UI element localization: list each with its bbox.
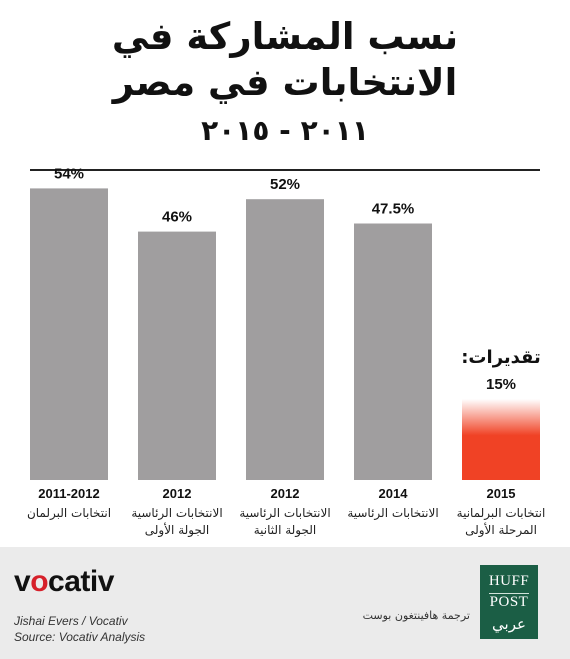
category-year: 2014 (378, 486, 408, 501)
bar-estimate (462, 399, 540, 480)
vocativ-logo-o: o (30, 565, 49, 598)
estimate-annotation: تقديرات: (461, 347, 541, 368)
translation-credit: ترجمة هافينتغون بوست (362, 609, 470, 622)
title-line-2: الانتخابات في مصر (112, 61, 458, 104)
bar (354, 223, 432, 480)
category-label: انتخابات البرلمانية المرحلة الأولى (456, 506, 546, 537)
bar-value-label: 15% (486, 376, 516, 393)
chart-title: نسب المشاركة في الانتخابات في مصر ٢٠١١ -… (0, 14, 570, 147)
category-label: الانتخابات الرئاسية الجولة الثانية (239, 506, 331, 537)
vocativ-logo: vocativ (14, 565, 114, 598)
category-label: الانتخابات الرئاسية الجولة الأولى (131, 506, 223, 537)
category-label: الانتخابات الرئاسية (347, 506, 439, 520)
category-label: انتخابات البرلمان (26, 506, 112, 520)
title-divider (30, 169, 540, 171)
credit-author: Jishai Evers / Vocativ (14, 614, 128, 628)
bar-value-label: 47.5% (372, 201, 415, 218)
category-year: 2015 (486, 486, 516, 501)
category-year: 2012 (162, 486, 192, 501)
bar-value-label: 52% (270, 176, 300, 193)
category-year: 2011-2012 (38, 486, 100, 501)
bar-value-label: 54% (54, 165, 84, 182)
bar (246, 199, 324, 480)
credit: Jishai Evers / Vocativ Source: Vocativ A… (14, 613, 145, 645)
chart-subtitle: ٢٠١١ - ٢٠١٥ (201, 114, 369, 147)
bar (138, 231, 216, 480)
credit-source: Source: Vocativ Analysis (14, 630, 146, 644)
bar (30, 188, 108, 480)
bar-chart: 54% 46% 52% 47.5% 15% تقديرات: (30, 165, 541, 480)
bar-value-label: 46% (162, 209, 192, 226)
footer: vocativ Jishai Evers / Vocativ Source: V… (0, 547, 570, 659)
title-line-1: نسب المشاركة في (111, 15, 459, 58)
category-year: 2012 (270, 486, 300, 501)
huffpost-arabi-logo: HUFF POST عربي (480, 565, 538, 639)
